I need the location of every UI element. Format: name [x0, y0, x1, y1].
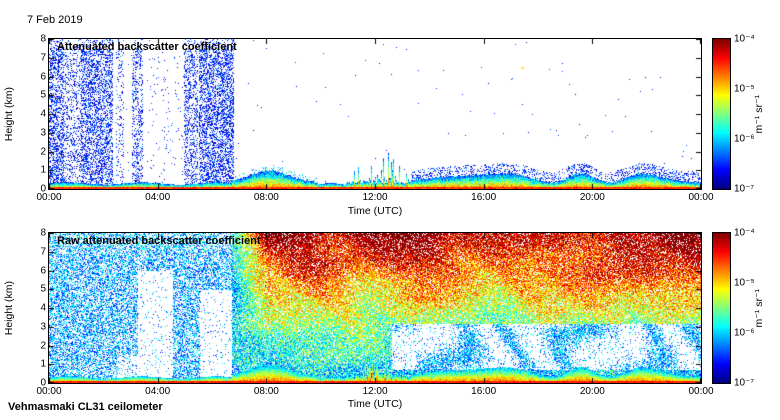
y-tick-label: 3: [40, 321, 46, 333]
y-tick-label: 6: [40, 265, 46, 276]
y-tick-label: 7: [40, 246, 46, 258]
y-axis-label-bottom: Height (km): [2, 232, 16, 384]
colorbar-tick-label: 10⁻⁶: [734, 133, 755, 145]
y-tick-label: 6: [40, 71, 46, 82]
x-tick-label: 16:00: [471, 192, 497, 203]
heatmap-canvas-top: [49, 39, 701, 189]
x-tick-label: 08:00: [253, 192, 279, 203]
x-tick-label: 04:00: [145, 192, 171, 203]
y-tick-label: 2: [40, 340, 46, 351]
x-axis-label-bottom: Time (UTC): [347, 398, 403, 410]
x-tick-label: 00:00: [36, 192, 62, 203]
colorbar-unit-bottom-text: m⁻¹ sr⁻¹: [753, 288, 765, 328]
y-tick-label: 3: [40, 127, 46, 139]
y-tick-label: 0: [40, 377, 46, 389]
colorbar-tick-label: 10⁻⁴: [734, 227, 755, 239]
y-axis-label-top: Height (km): [2, 38, 16, 190]
y-tick-label: 5: [40, 283, 46, 295]
x-axis-label-top: Time (UTC): [347, 205, 403, 217]
x-tick-label: 12:00: [362, 192, 388, 203]
y-axis-label-top-text: Height (km): [3, 86, 15, 142]
panel-title-bottom: Raw attenuated backscatter coefficient: [57, 235, 261, 247]
y-tick-label: 8: [40, 227, 46, 239]
y-tick-label: 1: [40, 164, 46, 176]
y-tick-label: 7: [40, 52, 46, 64]
y-tick-label: 8: [40, 33, 46, 45]
y-tick-label: 4: [40, 108, 46, 120]
y-tick-label: 2: [40, 146, 46, 157]
colorbar-tick-label: 10⁻⁵: [734, 83, 755, 95]
colorbar-top: [712, 38, 731, 190]
x-tick-label: 16:00: [471, 386, 497, 397]
colorbar-tick-label: 10⁻⁴: [734, 33, 755, 45]
x-tick-label: 00:00: [688, 386, 714, 397]
x-tick-label: 00:00: [688, 192, 714, 203]
heatmap-canvas-bottom: [49, 233, 701, 383]
colorbar-bottom: [712, 232, 731, 384]
x-tick-label: 04:00: [145, 386, 171, 397]
x-tick-label: 00:00: [36, 386, 62, 397]
station-label: Vehmasmaki CL31 ceilometer: [8, 401, 163, 413]
y-tick-label: 4: [40, 302, 46, 314]
y-tick-label: 1: [40, 358, 46, 370]
colorbar-tick-label: 10⁻⁷: [734, 377, 755, 389]
x-tick-label: 08:00: [253, 386, 279, 397]
y-tick-label: 5: [40, 89, 46, 101]
date-label: 7 Feb 2019: [27, 14, 83, 26]
x-tick-label: 20:00: [579, 386, 605, 397]
colorbar-unit-top-text: m⁻¹ sr⁻¹: [753, 94, 765, 134]
plot-area-top: [48, 38, 702, 190]
plot-area-bottom: [48, 232, 702, 384]
panel-title-top: Attenuated backscatter coefficient: [57, 41, 237, 53]
x-tick-label: 20:00: [579, 192, 605, 203]
y-axis-label-bottom-text: Height (km): [3, 280, 15, 336]
colorbar-tick-label: 10⁻⁶: [734, 327, 755, 339]
colorbar-canvas-top: [713, 39, 730, 189]
colorbar-canvas-bottom: [713, 233, 730, 383]
x-tick-label: 12:00: [362, 386, 388, 397]
y-tick-label: 0: [40, 183, 46, 195]
colorbar-unit-bottom: m⁻¹ sr⁻¹: [750, 232, 768, 384]
colorbar-unit-top: m⁻¹ sr⁻¹: [750, 38, 768, 190]
colorbar-tick-label: 10⁻⁵: [734, 277, 755, 289]
colorbar-tick-label: 10⁻⁷: [734, 183, 755, 195]
